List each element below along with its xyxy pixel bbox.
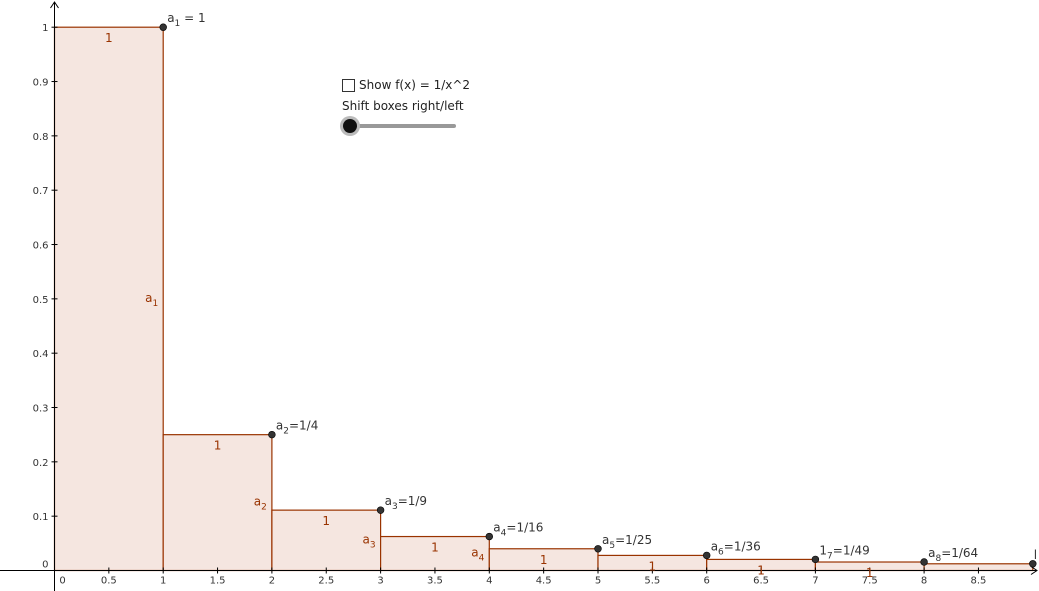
corner-point <box>376 506 385 514</box>
y-axis-arrow-icon <box>50 1 59 9</box>
width-label: 1 <box>322 514 330 528</box>
corner-point <box>594 545 602 553</box>
show-function-checkbox[interactable] <box>342 78 355 92</box>
y-tick-label: 0.4 <box>33 349 49 360</box>
point-label: a4=1/16 <box>493 521 543 539</box>
slider-thumb[interactable] <box>343 119 357 133</box>
width-label: 1 <box>757 563 765 577</box>
x-tick-label: 2 <box>269 576 275 587</box>
x-tick-label: 6.5 <box>753 576 769 587</box>
point-label: 17=1/49 <box>819 543 869 561</box>
corner-point <box>159 23 167 31</box>
slider-track[interactable] <box>350 124 456 128</box>
x-tick-label: 1 <box>160 576 166 587</box>
width-label: 1 <box>214 439 222 453</box>
height-label: a3 <box>363 532 376 550</box>
x-axis-arrow-icon <box>1030 566 1038 575</box>
width-label: 1 <box>105 31 113 45</box>
point-label: l <box>1034 548 1037 562</box>
x-tick-label: 7 <box>812 576 818 587</box>
point-label: a2=1/4 <box>276 419 318 437</box>
y-tick-label: 0.9 <box>33 78 49 89</box>
x-tick-label: 6 <box>704 576 710 587</box>
x-tick-label: 5.5 <box>644 576 660 587</box>
box-2 <box>162 434 273 572</box>
point-label: a5=1/25 <box>602 533 652 551</box>
y-tick-label: 1 <box>42 23 48 34</box>
y-tick-label: 0 <box>42 560 48 571</box>
width-label: 1 <box>540 553 548 567</box>
y-tick-label: 0.5 <box>33 295 49 306</box>
shift-boxes-label: Shift boxes right/left <box>342 99 464 113</box>
height-label: a2 <box>254 495 267 513</box>
x-tick-label: 7.5 <box>862 576 878 587</box>
box-3 <box>271 509 382 572</box>
box-1 <box>53 26 164 572</box>
width-label: 1 <box>431 541 439 555</box>
y-tick-label: 0.3 <box>33 404 49 415</box>
x-tick-label: 2.5 <box>318 576 334 587</box>
corner-point <box>702 551 711 560</box>
show-function-label[interactable]: Show f(x) = 1/x^2 <box>359 78 471 92</box>
x-tick-label: 0.5 <box>101 576 117 587</box>
y-tick-label: 0.2 <box>33 458 49 469</box>
point-label: a6=1/36 <box>711 539 761 557</box>
show-function-row[interactable]: Show f(x) = 1/x^2 <box>342 76 470 94</box>
x-tick-label: 3 <box>377 576 383 587</box>
width-label: 1 <box>649 559 657 573</box>
corner-point <box>1029 560 1037 568</box>
y-tick-label: 0.6 <box>33 241 49 252</box>
y-tick-label: 0.7 <box>33 186 49 197</box>
point-label: a3=1/9 <box>385 494 427 512</box>
x-tick-label: 5 <box>595 576 601 587</box>
x-tick-label: 4 <box>486 576 492 587</box>
shift-boxes-slider[interactable] <box>342 117 456 135</box>
x-tick-label: 4.5 <box>536 576 552 587</box>
point-label: a1 = 1 <box>167 11 205 29</box>
height-label: a4 <box>471 546 484 564</box>
x-tick-label: 0 <box>59 576 65 587</box>
corner-point <box>268 430 276 439</box>
control-panel: Show f(x) = 1/x^2 Shift boxes right/left <box>342 76 470 135</box>
x-tick-label: 3.5 <box>427 576 443 587</box>
x-tick-label: 8 <box>921 576 927 587</box>
y-tick-label: 0.8 <box>33 132 49 143</box>
corner-point <box>485 532 493 541</box>
point-label: a8=1/64 <box>928 546 978 564</box>
y-tick-label: 0.1 <box>33 512 49 523</box>
height-label: a1 <box>145 291 158 309</box>
x-tick-label: 1.5 <box>210 576 226 587</box>
x-tick-label: 8.5 <box>970 576 986 587</box>
width-label: 1 <box>866 566 874 580</box>
corner-point <box>920 558 928 566</box>
corner-point <box>811 555 820 564</box>
